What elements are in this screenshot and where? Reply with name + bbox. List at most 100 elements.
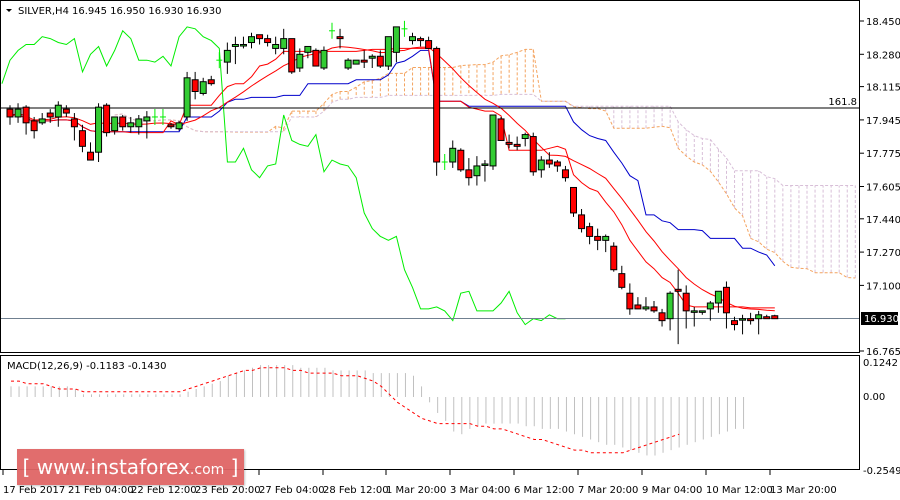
tenkan-sen-line — [9, 47, 775, 309]
candle — [62, 108, 70, 114]
price-axis: 18.450 18.280 18.115 17.945 17.775 17.605 17.4… — [860, 17, 900, 358]
candle — [739, 318, 747, 321]
candle — [296, 53, 304, 69]
macd-title: MACD(12,26,9) -0.1183 -0.1430 — [7, 361, 167, 372]
candle — [417, 38, 425, 42]
candle — [714, 290, 722, 304]
price-tick-label: 18.115 — [866, 83, 900, 94]
time-tick-label: 1 Mar 20:00 — [386, 485, 446, 496]
candle — [143, 116, 151, 122]
candle — [135, 118, 143, 128]
macd-tick-label: 0.1242 — [863, 358, 898, 369]
watermark-domain: www.instaforex — [36, 455, 190, 479]
candle — [231, 44, 239, 47]
time-tick-label: 13 Mar 20:00 — [770, 485, 837, 496]
candle — [650, 306, 658, 312]
candle — [626, 292, 634, 310]
candle — [14, 108, 22, 118]
price-tick-label: 17.605 — [866, 182, 900, 193]
time-tick-label: 23 Feb 20:00 — [195, 485, 261, 496]
price-tick-label: 18.280 — [866, 50, 900, 61]
time-tick-label: 6 Mar 12:00 — [514, 485, 574, 496]
candle — [248, 36, 255, 44]
candle — [70, 118, 78, 128]
ohlc-values: 16.945 16.950 16.930 16.930 — [72, 6, 222, 17]
current-price-badge: 16.930 — [861, 312, 899, 325]
candle — [594, 235, 602, 241]
candle — [409, 36, 416, 42]
time-tick-label: 17 Feb 2017 — [3, 485, 65, 496]
candle — [384, 36, 392, 67]
candle — [578, 214, 586, 230]
candle — [223, 49, 231, 63]
candle — [755, 314, 763, 320]
candle — [22, 106, 30, 124]
candle — [553, 161, 561, 167]
time-tick-label: 22 Feb 12:00 — [131, 485, 197, 496]
candle — [722, 286, 730, 314]
candle — [473, 165, 481, 177]
candle — [763, 316, 771, 320]
candle — [280, 38, 288, 49]
candle — [505, 141, 513, 145]
candle — [95, 106, 103, 153]
macd-tick-label: 0.00 — [863, 392, 885, 403]
time-tick-label: 10 Mar 12:00 — [706, 485, 773, 496]
candle — [449, 147, 457, 163]
price-tick-label: 17.945 — [866, 116, 900, 127]
candle — [46, 112, 54, 118]
candlesticks — [6, 20, 779, 345]
time-tick-label: 21 Feb 04:00 — [68, 485, 134, 496]
instaforex-watermark[interactable]: [ www.instaforex.com ] — [17, 449, 244, 485]
main-chart-frame — [0, 0, 860, 353]
macd-signal-line — [11, 367, 680, 454]
candle — [481, 163, 489, 166]
candle — [537, 159, 545, 171]
candle — [127, 122, 135, 128]
svg-text:16.930: 16.930 — [864, 314, 899, 325]
candle — [239, 44, 247, 47]
candle — [256, 34, 264, 40]
price-tick-label: 17.440 — [866, 215, 900, 226]
candle — [698, 310, 706, 313]
candle — [666, 292, 674, 320]
candle — [175, 122, 183, 130]
price-tick-label: 16.765 — [866, 347, 900, 358]
candle — [376, 55, 384, 67]
macd-histogram — [10, 365, 745, 456]
candle — [747, 318, 755, 322]
time-tick-label: 3 Mar 04:00 — [450, 485, 510, 496]
chart-title: SILVER,H4 16.945 16.950 16.930 16.930 — [6, 6, 222, 17]
kijun-sen-line — [9, 49, 776, 267]
candle — [167, 124, 175, 128]
candle — [570, 186, 577, 214]
candle — [103, 104, 111, 134]
candle — [38, 118, 46, 124]
price-tick-label: 18.450 — [866, 17, 900, 28]
candle — [618, 273, 626, 288]
candle — [183, 77, 191, 118]
candle — [465, 169, 473, 179]
candle — [433, 47, 441, 163]
candle — [457, 149, 465, 171]
bracket-close: ] — [230, 455, 239, 479]
candle — [272, 44, 280, 49]
watermark-tld: .com — [189, 462, 225, 478]
candle — [545, 159, 553, 165]
candle — [731, 320, 738, 326]
candle — [6, 108, 14, 118]
candle — [78, 130, 86, 147]
candle — [30, 120, 38, 132]
candle — [288, 38, 296, 73]
time-tick-label: 27 Feb 04:00 — [259, 485, 325, 496]
candle — [352, 59, 360, 65]
dropdown-triangle-icon[interactable] — [6, 9, 12, 12]
candle — [191, 79, 199, 93]
candle — [642, 306, 650, 310]
candle — [87, 151, 94, 161]
candle — [771, 315, 779, 320]
candle — [320, 49, 328, 69]
candle — [610, 245, 618, 271]
candle — [344, 59, 352, 69]
